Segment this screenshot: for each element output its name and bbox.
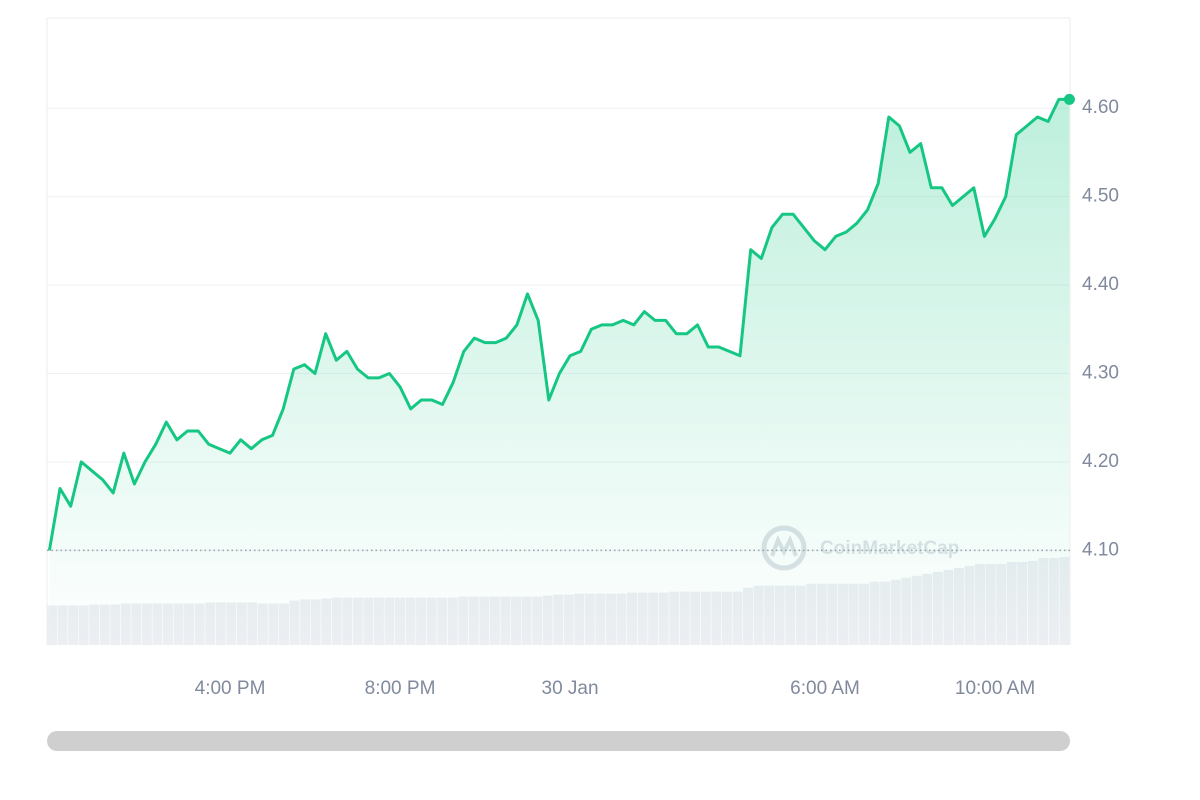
y-tick-label: 4.10 <box>1082 539 1119 560</box>
y-tick-label: 4.20 <box>1082 451 1119 472</box>
x-tick-label: 30 Jan <box>542 678 599 699</box>
price-line <box>47 97 1070 551</box>
x-tick-label: 10:00 AM <box>955 678 1035 699</box>
last-price-dot <box>1063 93 1075 105</box>
y-tick-label: 4.60 <box>1082 97 1119 118</box>
y-tick-label: 4.30 <box>1082 363 1119 384</box>
scrollbar[interactable] <box>47 731 1070 751</box>
x-tick-label: 4:00 PM <box>195 678 266 699</box>
x-tick-label: 6:00 AM <box>790 678 860 699</box>
x-tick-label: 8:00 PM <box>365 678 436 699</box>
y-tick-label: 4.50 <box>1082 186 1119 207</box>
price-area <box>49 99 1070 645</box>
y-tick-label: 4.40 <box>1082 274 1119 295</box>
